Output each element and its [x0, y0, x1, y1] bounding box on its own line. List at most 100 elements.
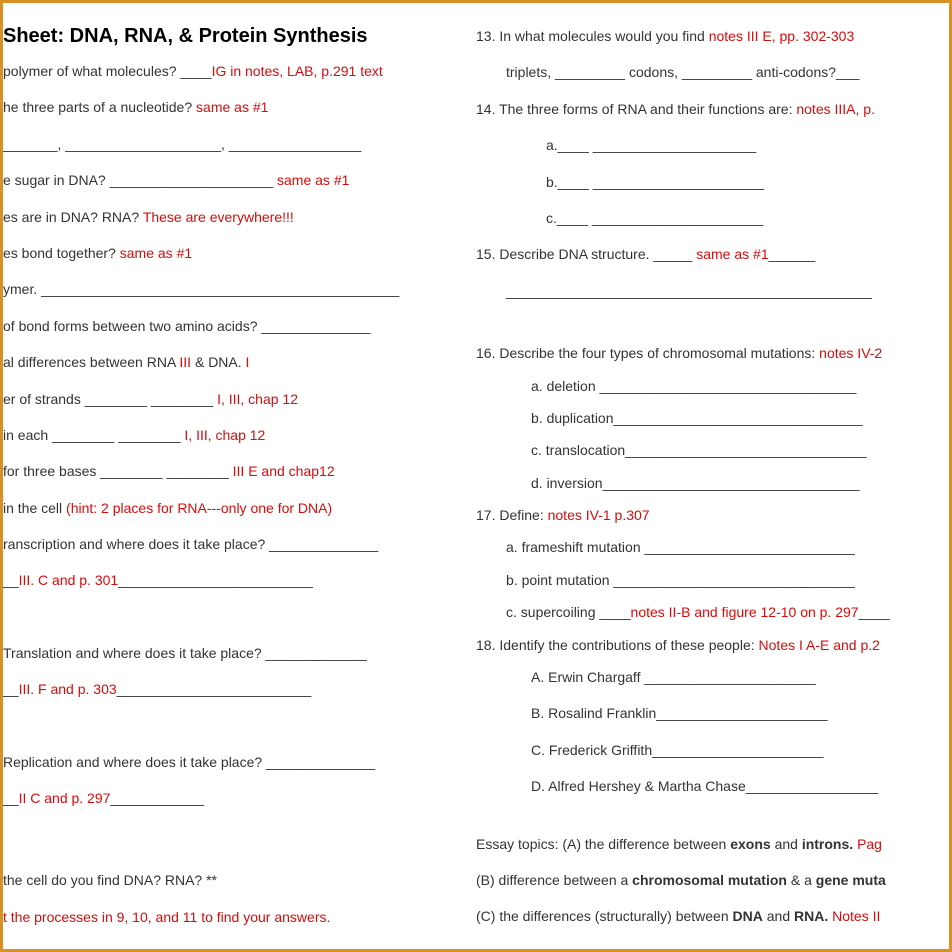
text: 18. Identify the contributions of these … — [476, 637, 759, 653]
note: III E and chap12 — [233, 463, 335, 479]
text: 15. Describe DNA structure. _____ — [476, 246, 696, 262]
text: & DNA. — [191, 354, 245, 370]
text: __ — [3, 790, 19, 806]
term: gene muta — [816, 872, 886, 888]
essay-A: Essay topics: (A) the difference between… — [476, 833, 929, 855]
q14-a: a.____ _____________________ — [476, 134, 929, 156]
q-replication-ref: __II C and p. 297____________ — [3, 787, 456, 809]
note: notes IV-2 — [819, 345, 882, 361]
q18-B: B. Rosalind Franklin____________________… — [476, 702, 929, 724]
q17: 17. Define: notes IV-1 p.307 — [476, 504, 929, 526]
note: III. F and p. 303 — [19, 681, 117, 697]
q17-c: c. supercoiling ____notes II-B and figur… — [476, 601, 929, 623]
text: 16. Describe the four types of chromosom… — [476, 345, 819, 361]
essay-B: (B) difference between a chromosomal mut… — [476, 869, 929, 891]
text: c. supercoiling ____ — [506, 604, 631, 620]
q-sugar: e sugar in DNA? _____________________ sa… — [3, 169, 456, 191]
text: in each ________ ________ — [3, 427, 184, 443]
q-transcription-ref: __III. C and p. 301_____________________… — [3, 569, 456, 591]
q18: 18. Identify the contributions of these … — [476, 634, 929, 656]
note: same as #1 — [120, 245, 192, 261]
q14: 14. The three forms of RNA and their fun… — [476, 98, 929, 120]
text: Essay topics: (A) the difference between — [476, 836, 730, 852]
text: and — [763, 908, 794, 924]
text: 17. Define: — [476, 507, 548, 523]
text: e sugar in DNA? _____________________ — [3, 172, 277, 188]
note: These are everywhere!!! — [143, 209, 294, 225]
text: __ — [3, 681, 19, 697]
text: he three parts of a nucleotide? — [3, 99, 196, 115]
text: (B) difference between a — [476, 872, 632, 888]
note: same as #1 — [696, 246, 768, 262]
blank-line: _______, ____________________, _________… — [3, 133, 456, 155]
q-transcription: ranscription and where does it take plac… — [3, 533, 456, 555]
q-bond-together: es bond together? same as #1 — [3, 242, 456, 264]
text: (C) the differences (structurally) betwe… — [476, 908, 733, 924]
q16-c: c. translocation________________________… — [476, 439, 929, 461]
term: exons — [730, 836, 770, 852]
text: ______ — [769, 246, 816, 262]
q17-a: a. frameshift mutation _________________… — [476, 536, 929, 558]
text: es are in DNA? RNA? — [3, 209, 143, 225]
note: III. C and p. 301 — [19, 572, 119, 588]
note: notes II-B and figure 12-10 on p. 297 — [631, 604, 859, 620]
text: in the cell — [3, 500, 66, 516]
q-in-each: in each ________ ________ I, III, chap 1… — [3, 424, 456, 446]
q16-d: d. inversion____________________________… — [476, 472, 929, 494]
text: ____________ — [110, 790, 203, 806]
term: introns. — [802, 836, 857, 852]
text: polymer of what molecules? ____ — [3, 63, 212, 79]
text: _________________________ — [117, 681, 312, 697]
right-column: 13. In what molecules would you find not… — [466, 25, 939, 939]
q-bases-dna-rna: es are in DNA? RNA? These are everywhere… — [3, 206, 456, 228]
q14-b: b.____ ______________________ — [476, 171, 929, 193]
text: 13. In what molecules would you find — [476, 28, 709, 44]
text: for three bases ________ ________ — [3, 463, 233, 479]
note: III — [179, 354, 191, 370]
text: & a — [787, 872, 816, 888]
text: ____ — [859, 604, 890, 620]
q18-D: D. Alfred Hershey & Martha Chase________… — [476, 775, 929, 797]
q16-a: a. deletion ____________________________… — [476, 375, 929, 397]
q-replication: Replication and where does it take place… — [3, 751, 456, 773]
q-cell-dna-rna: the cell do you find DNA? RNA? ** — [3, 869, 456, 891]
note: I — [246, 354, 250, 370]
term: chromosomal mutation — [632, 872, 787, 888]
q16: 16. Describe the four types of chromosom… — [476, 342, 929, 364]
q-translation-ref: __III. F and p. 303_____________________… — [3, 678, 456, 700]
worksheet-title: Sheet: DNA, RNA, & Protein Synthesis — [3, 25, 456, 48]
text: and — [771, 836, 802, 852]
text: __ — [3, 572, 19, 588]
text: 14. The three forms of RNA and their fun… — [476, 101, 796, 117]
hint-processes: t the processes in 9, 10, and 11 to find… — [3, 906, 456, 928]
left-column: Sheet: DNA, RNA, & Protein Synthesis pol… — [3, 25, 466, 939]
q18-A: A. Erwin Chargaff ______________________ — [476, 666, 929, 688]
q15: 15. Describe DNA structure. _____ same a… — [476, 243, 929, 265]
q-differences: al differences between RNA III & DNA. I — [3, 351, 456, 373]
note: IG in notes, LAB, p.291 text — [212, 63, 383, 79]
note: I, III, chap 12 — [217, 391, 298, 407]
q-nucleotide-parts: he three parts of a nucleotide? same as … — [3, 96, 456, 118]
term: RNA. — [794, 908, 832, 924]
q17-b: b. point mutation ______________________… — [476, 569, 929, 591]
hint: (hint: 2 places for RNA---only one for D… — [66, 500, 332, 516]
essay-C: (C) the differences (structurally) betwe… — [476, 905, 929, 927]
text: er of strands ________ ________ — [3, 391, 217, 407]
note: same as #1 — [196, 99, 268, 115]
note: same as #1 — [277, 172, 349, 188]
q15-line: ________________________________________… — [476, 280, 929, 302]
term: DNA — [733, 908, 763, 924]
note: Notes I A-E and p.2 — [759, 637, 880, 653]
q14-c: c.____ ______________________ — [476, 207, 929, 229]
note: notes IV-1 p.307 — [548, 507, 650, 523]
q16-b: b. duplication__________________________… — [476, 407, 929, 429]
q13: 13. In what molecules would you find not… — [476, 25, 929, 47]
q13-sub: triplets, _________ codons, _________ an… — [476, 61, 929, 83]
text: es bond together? — [3, 245, 120, 261]
q-strands: er of strands ________ ________ I, III, … — [3, 388, 456, 410]
note: Notes II — [832, 908, 880, 924]
q-polymer2: ymer. __________________________________… — [3, 278, 456, 300]
note: notes III E, pp. 302-303 — [709, 28, 855, 44]
text: al differences between RNA — [3, 354, 179, 370]
text: _________________________ — [118, 572, 313, 588]
